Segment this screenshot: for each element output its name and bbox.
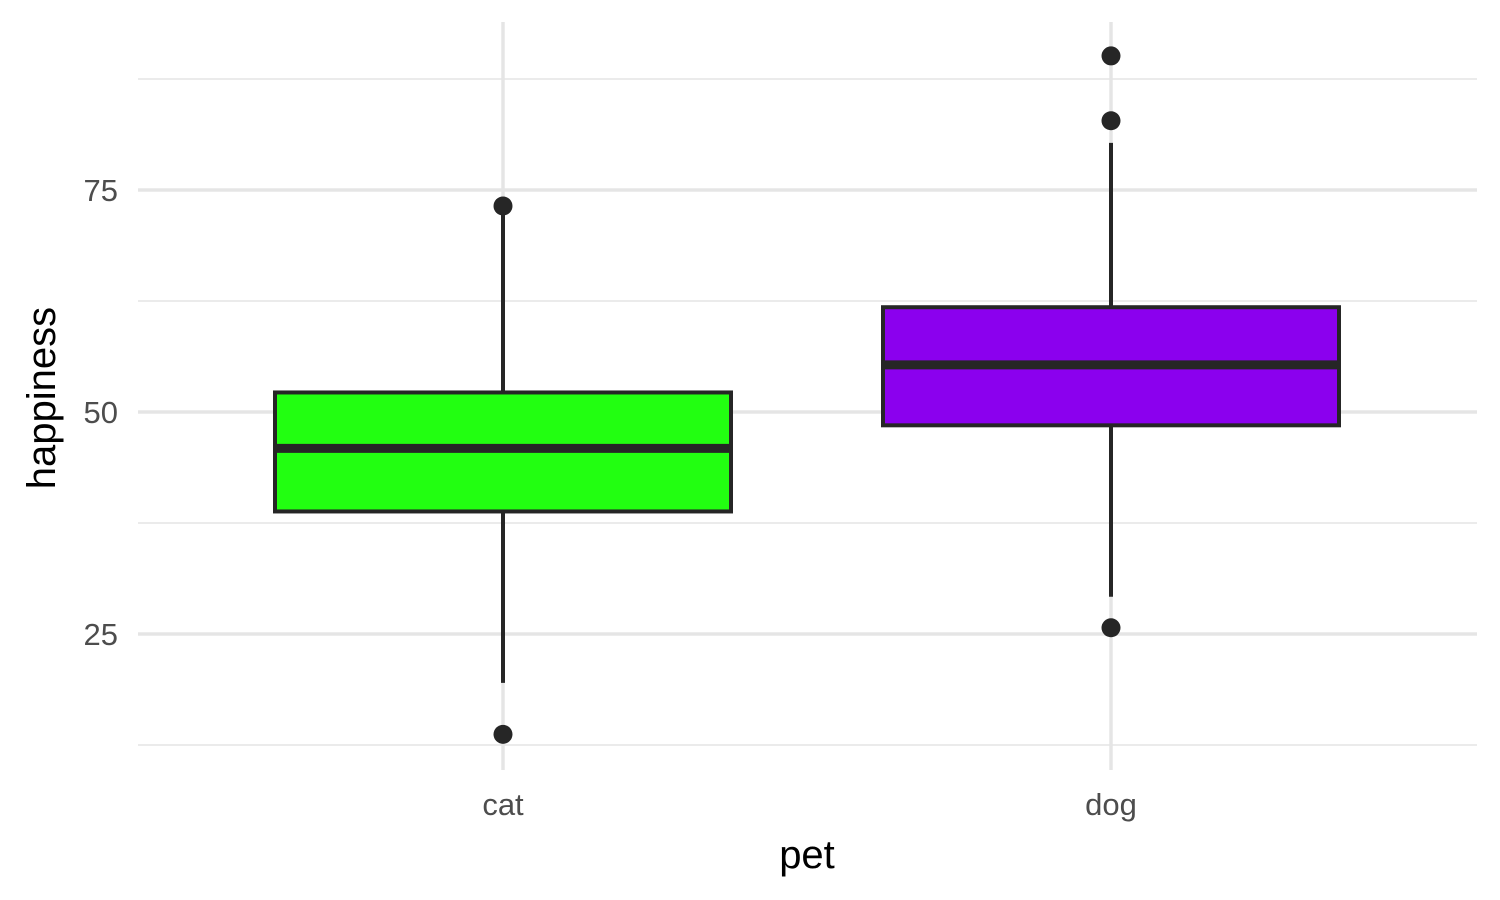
x-tick-labels: cat dog: [482, 787, 1137, 822]
y-tick-label: 50: [84, 395, 118, 430]
y-tick-label: 75: [84, 173, 118, 208]
x-axis-title: pet: [779, 833, 835, 877]
outlier-point: [493, 724, 513, 744]
box-cat: [273, 196, 733, 744]
x-tick-label: dog: [1085, 787, 1137, 822]
boxes: [273, 46, 1341, 744]
y-axis-title: happiness: [20, 307, 64, 489]
outlier-point: [493, 196, 513, 216]
y-tick-label: 25: [84, 617, 118, 652]
outlier-point: [1101, 46, 1121, 66]
y-tick-labels: 25 50 75: [84, 173, 118, 652]
box-dog: [881, 46, 1341, 638]
outlier-point: [1101, 111, 1121, 131]
x-tick-label: cat: [482, 787, 524, 822]
outlier-point: [1101, 618, 1121, 638]
